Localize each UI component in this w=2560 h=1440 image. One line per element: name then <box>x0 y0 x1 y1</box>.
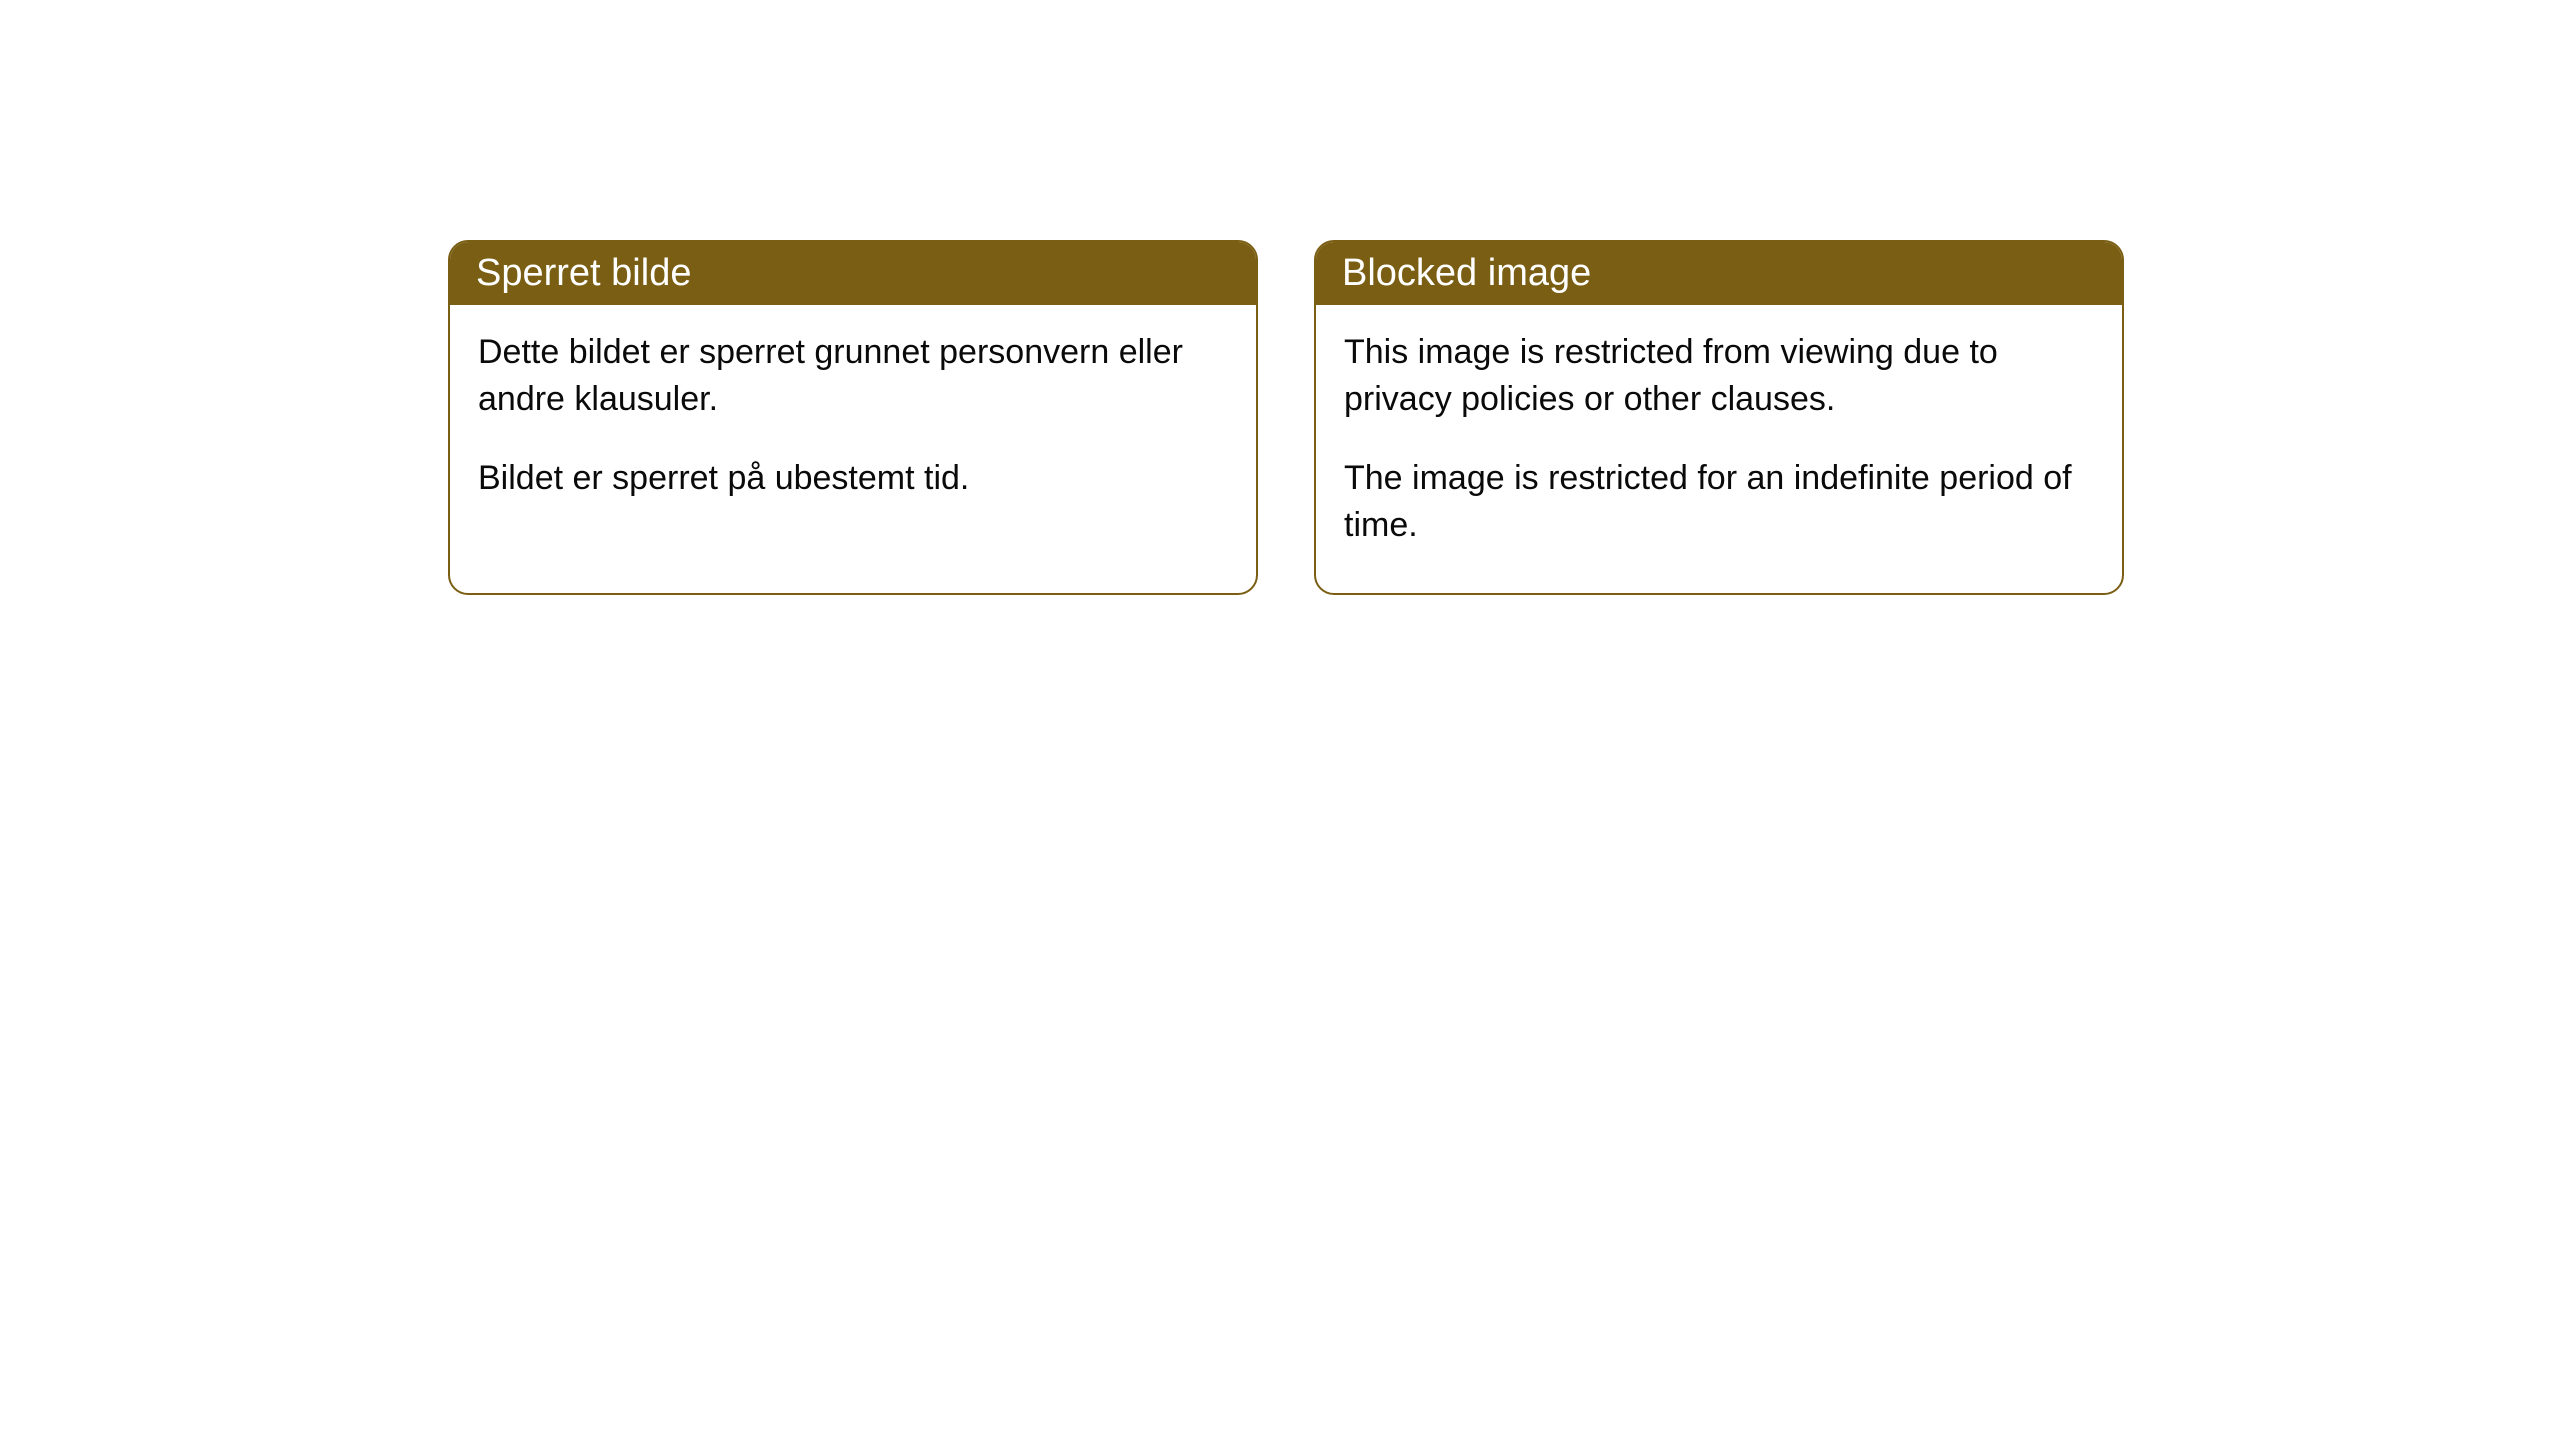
cards-container: Sperret bilde Dette bildet er sperret gr… <box>448 240 2124 595</box>
card-title: Blocked image <box>1342 252 1591 294</box>
card-header: Blocked image <box>1316 242 2122 305</box>
card-title: Sperret bilde <box>476 252 691 294</box>
card-paragraph: Bildet er sperret på ubestemt tid. <box>478 455 1228 502</box>
blocked-image-card-norwegian: Sperret bilde Dette bildet er sperret gr… <box>448 240 1258 595</box>
card-paragraph: Dette bildet er sperret grunnet personve… <box>478 329 1228 423</box>
card-header: Sperret bilde <box>450 242 1256 305</box>
card-body: This image is restricted from viewing du… <box>1316 305 2122 593</box>
blocked-image-card-english: Blocked image This image is restricted f… <box>1314 240 2124 595</box>
card-paragraph: The image is restricted for an indefinit… <box>1344 455 2094 549</box>
card-paragraph: This image is restricted from viewing du… <box>1344 329 2094 423</box>
card-body: Dette bildet er sperret grunnet personve… <box>450 305 1256 546</box>
